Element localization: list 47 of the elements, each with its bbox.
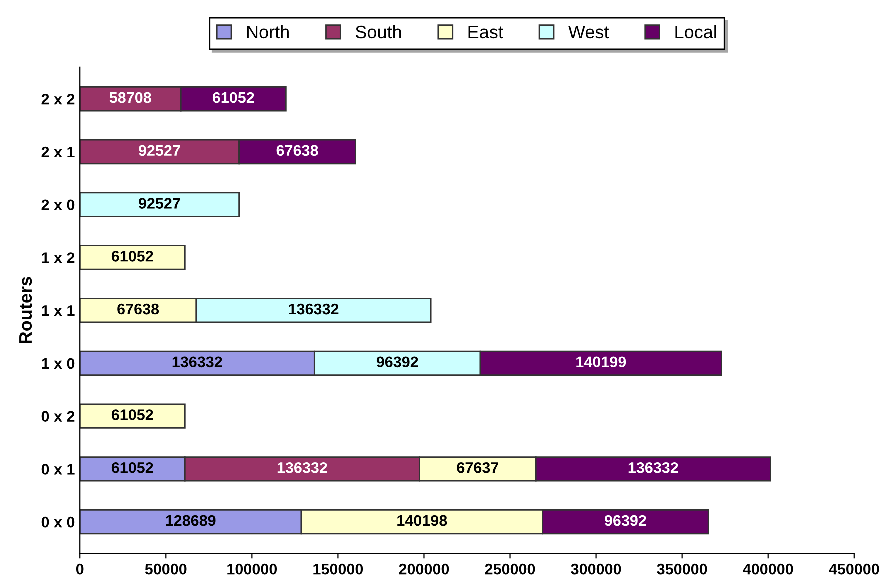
data-label: 92527 (138, 198, 180, 209)
x-tick-label: 450000 (829, 564, 880, 575)
x-tick-label: 300000 (571, 564, 622, 575)
legend-label: East (468, 26, 504, 39)
y-tick-label: 2 x 1 (42, 146, 75, 158)
legend-label: North (247, 25, 289, 39)
y-tick-label: 1 x 0 (42, 358, 75, 370)
data-label: 140198 (398, 515, 448, 526)
y-axis-title: Routers (20, 277, 32, 344)
legend-label: West (568, 26, 610, 39)
data-label: 61052 (112, 250, 154, 262)
data-label: 136332 (289, 304, 339, 315)
data-label: 96392 (376, 356, 418, 368)
y-tick-label: 1 x 1 (42, 306, 75, 316)
data-label: 140199 (576, 356, 626, 368)
data-label: 67637 (457, 462, 498, 474)
y-tick-label: 0 x 2 (42, 411, 75, 422)
x-tick-label: 350000 (657, 564, 708, 575)
legend-label: South (356, 25, 402, 39)
bar (80, 404, 186, 429)
data-label: 67638 (118, 304, 160, 315)
data-label: 61052 (112, 462, 154, 474)
y-tick-label: 2 x 2 (42, 94, 75, 105)
data-label: 67638 (276, 145, 318, 156)
data-label: 136332 (278, 462, 328, 474)
y-tick-label: 1 x 2 (42, 252, 75, 264)
x-tick-label: 250000 (485, 564, 536, 575)
y-tick-label: 2 x 0 (42, 200, 75, 211)
x-tick-label: 150000 (314, 564, 364, 575)
data-label: 92527 (138, 145, 180, 156)
data-label: 61052 (112, 410, 154, 420)
bar (80, 245, 186, 270)
y-tick-label: 0 x 0 (42, 516, 75, 528)
data-label: 58708 (110, 92, 152, 104)
data-label: 136332 (628, 462, 678, 474)
bar (80, 192, 240, 218)
x-tick-label: 100000 (228, 564, 278, 575)
data-label: 136332 (172, 356, 222, 368)
data-label: 96392 (604, 515, 646, 526)
data-label: 128689 (166, 515, 216, 526)
x-tick-label: 0 (76, 564, 84, 575)
y-tick-label: 0 x 1 (42, 464, 75, 475)
x-tick-label: 200000 (399, 564, 450, 575)
legend-label: Local (676, 25, 716, 39)
x-tick-label: 50000 (145, 564, 187, 575)
x-tick-label: 400000 (743, 564, 794, 575)
data-label: 61052 (212, 92, 254, 104)
